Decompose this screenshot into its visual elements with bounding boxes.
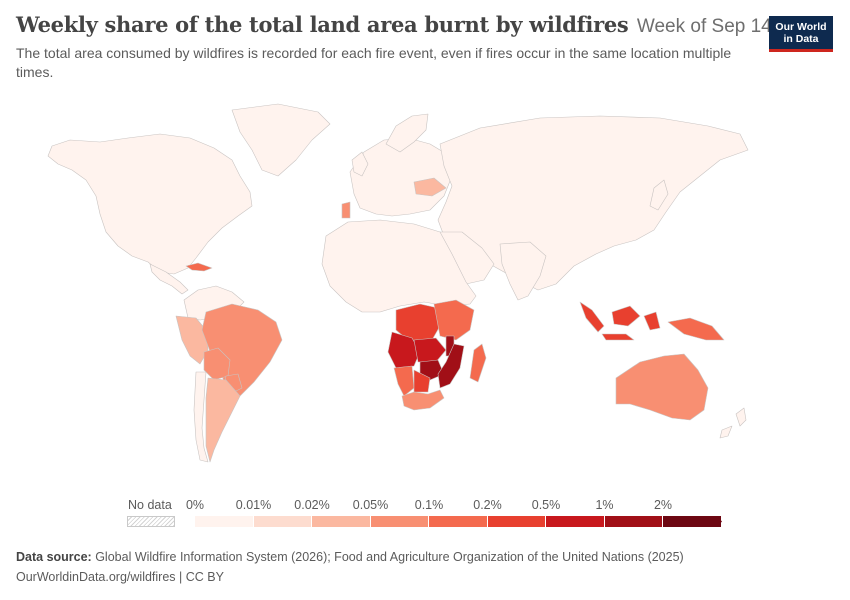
logo-line-1: Our World <box>775 21 827 33</box>
map-region[interactable] <box>611 305 641 327</box>
map-region[interactable] <box>193 371 209 463</box>
map-region[interactable] <box>175 315 209 365</box>
map-region[interactable] <box>413 177 447 197</box>
logo-line-2: in Data <box>783 33 819 45</box>
no-data-swatch[interactable] <box>127 516 175 527</box>
map-region[interactable] <box>401 389 445 411</box>
source-text: Global Wildfire Information System (2026… <box>91 550 684 564</box>
legend-swatch[interactable] <box>370 516 429 527</box>
legend-arrow-icon <box>713 516 722 527</box>
legend-label: 1% <box>595 498 614 512</box>
title-row: Weekly share of the total land area burn… <box>16 12 825 38</box>
map-region[interactable] <box>149 263 189 295</box>
legend-swatch[interactable] <box>546 516 605 527</box>
map-region[interactable] <box>351 151 369 177</box>
map-region[interactable] <box>387 331 421 369</box>
chart-subtitle: The total area consumed by wildfires is … <box>16 45 732 80</box>
map-region[interactable] <box>341 201 351 219</box>
map-region[interactable] <box>413 337 447 363</box>
map-region[interactable] <box>601 333 635 341</box>
legend-label: 2% <box>653 498 673 512</box>
map-region[interactable] <box>47 133 253 275</box>
map-region[interactable] <box>499 241 547 301</box>
map-region[interactable] <box>185 262 213 272</box>
map-region[interactable] <box>667 317 725 341</box>
source-line: Data source: Global Wildfire Information… <box>16 547 684 567</box>
legend-label: 0.02% <box>294 498 330 512</box>
legend-label: 0.01% <box>235 498 272 512</box>
legend-swatch[interactable] <box>253 516 312 527</box>
legend-swatch[interactable] <box>604 516 663 527</box>
map-region[interactable] <box>719 407 747 439</box>
legend-label: 0.05% <box>352 498 389 512</box>
map-region[interactable] <box>643 311 661 331</box>
legend-swatch[interactable] <box>487 516 546 527</box>
map-region[interactable] <box>579 301 605 333</box>
map-region[interactable] <box>469 343 487 383</box>
legend-label: 0.2% <box>473 498 502 512</box>
legend-swatch[interactable] <box>429 516 488 527</box>
chart-header: Weekly share of the total land area burn… <box>16 12 825 82</box>
legend-label: 0% <box>185 498 205 512</box>
map-region[interactable] <box>205 377 241 463</box>
map-region[interactable] <box>413 369 431 393</box>
legend-label: 0.1% <box>414 498 444 512</box>
map-region[interactable] <box>437 343 465 389</box>
legend-swatch[interactable] <box>195 516 254 527</box>
map-region[interactable] <box>395 303 441 343</box>
legend-label: 0.5% <box>531 498 561 512</box>
map-region[interactable] <box>231 103 331 177</box>
url-line[interactable]: OurWorldinData.org/wildfires | CC BY <box>16 570 224 584</box>
no-data-label: No data <box>128 498 172 512</box>
chart-footer: Data source: Global Wildfire Information… <box>16 547 684 587</box>
source-label: Data source: <box>16 550 92 564</box>
color-legend: No data 0% 0.01% 0.02% 0.05% 0.1% 0.2% 0.5% 1% 2… <box>0 495 850 535</box>
map-region[interactable] <box>615 353 709 421</box>
chart-title: Weekly share of the total land area burn… <box>16 12 629 37</box>
world-map <box>47 103 749 463</box>
owid-logo[interactable]: Our World in Data <box>769 16 833 52</box>
map-region[interactable] <box>393 365 415 397</box>
legend-swatch[interactable] <box>312 516 371 527</box>
map-region[interactable] <box>385 113 429 153</box>
map-region[interactable] <box>649 179 669 211</box>
map-region[interactable] <box>433 299 475 341</box>
